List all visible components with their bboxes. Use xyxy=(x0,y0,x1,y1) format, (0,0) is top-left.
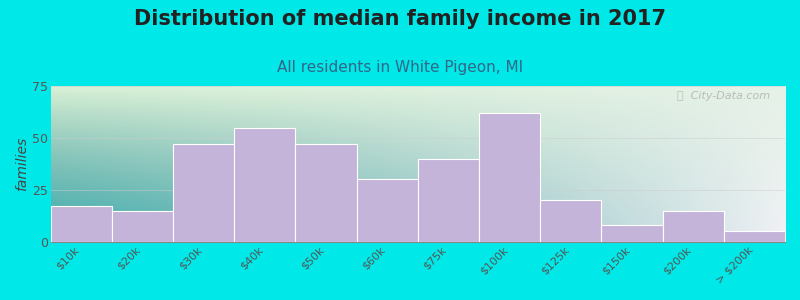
Bar xyxy=(479,113,540,242)
Text: ⓘ  City-Data.com: ⓘ City-Data.com xyxy=(677,91,770,101)
Bar xyxy=(112,211,173,242)
Y-axis label: families: families xyxy=(15,137,29,191)
Bar xyxy=(724,231,785,242)
Bar xyxy=(540,200,602,242)
Bar xyxy=(662,211,724,242)
Bar xyxy=(357,179,418,242)
Bar xyxy=(234,128,295,242)
Bar xyxy=(50,206,112,242)
Text: Distribution of median family income in 2017: Distribution of median family income in … xyxy=(134,9,666,29)
Bar xyxy=(418,159,479,242)
Bar xyxy=(173,144,234,242)
Text: All residents in White Pigeon, MI: All residents in White Pigeon, MI xyxy=(277,60,523,75)
Bar xyxy=(295,144,357,242)
Bar xyxy=(602,225,662,242)
